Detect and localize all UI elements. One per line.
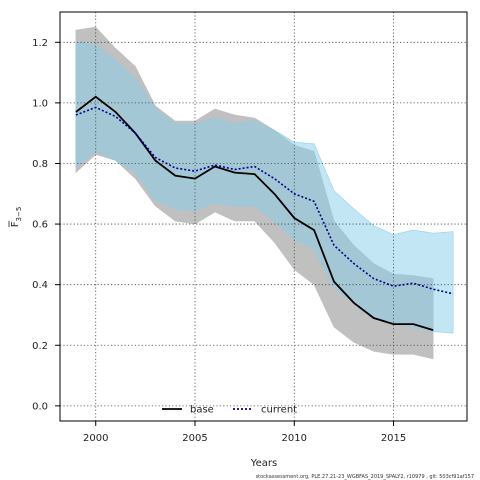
y-tick-label: 0.4 <box>32 280 48 291</box>
svg-text:F3−5: F3−5 <box>10 207 23 228</box>
y-axis-title: F3−5 <box>8 207 23 228</box>
x-tick-label: 2000 <box>83 433 108 444</box>
y-tick-label: 0.2 <box>32 341 48 352</box>
footnote: stockassessment.org, PLE.27.21-23_WGBFAS… <box>256 474 474 480</box>
legend-label-base: base <box>190 405 214 416</box>
legend: base current <box>162 405 297 416</box>
x-axis: 2000 2005 2010 2015 <box>83 421 406 444</box>
y-axis-title-subscript: 3−5 <box>15 207 23 222</box>
x-tick-label: 2005 <box>182 433 207 444</box>
y-tick-label: 0.6 <box>32 220 48 231</box>
y-tick-label: 1.2 <box>32 38 48 49</box>
grid-lines <box>60 12 467 421</box>
x-tick-label: 2015 <box>381 433 406 444</box>
y-axis: 0.0 0.2 0.4 0.6 0.8 1.0 1.2 <box>32 38 60 412</box>
legend-label-current: current <box>261 405 297 416</box>
plot-frame <box>59 11 468 422</box>
y-axis-title-main: F <box>10 221 21 227</box>
y-tick-label: 0.0 <box>32 401 48 412</box>
x-tick-label: 2010 <box>282 433 307 444</box>
series-lines <box>75 95 454 331</box>
x-axis-title: Years <box>250 458 277 469</box>
band-current <box>75 41 454 334</box>
y-tick-label: 0.8 <box>32 159 48 170</box>
y-tick-label: 1.0 <box>32 98 48 109</box>
confidence-bands <box>75 26 454 360</box>
